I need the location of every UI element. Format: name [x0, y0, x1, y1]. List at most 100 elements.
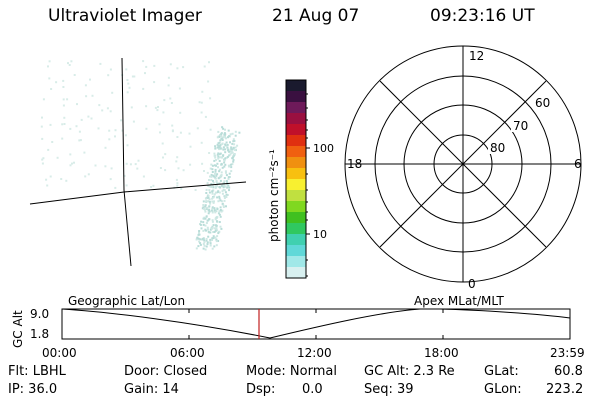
- emission-pixel: [221, 166, 224, 169]
- emission-pixel: [132, 120, 135, 123]
- emission-pixel: [49, 175, 52, 178]
- emission-pixel: [176, 136, 179, 138]
- colorbar-minor-ticks: [306, 93, 308, 277]
- emission-pixel: [211, 211, 214, 214]
- emission-pixel: [208, 185, 211, 188]
- emission-pixel: [94, 164, 97, 167]
- emission-pixel: [224, 148, 227, 151]
- emission-pixel: [196, 236, 199, 239]
- emission-pixel: [167, 84, 170, 87]
- mlt-label-18: 18: [347, 157, 362, 171]
- emission-pixel: [62, 104, 65, 107]
- emission-pixel: [223, 189, 226, 192]
- emission-pixel: [42, 98, 45, 101]
- emission-pixel: [114, 129, 117, 132]
- emission-pixel: [211, 168, 214, 171]
- emission-pixel: [218, 182, 221, 185]
- emission-pixel: [208, 231, 211, 234]
- colorbar-segment: [286, 179, 306, 191]
- emission-pixel: [204, 224, 207, 227]
- emission-pixel: [51, 141, 54, 143]
- emission-pixel: [90, 117, 93, 120]
- emission-pixel: [189, 145, 192, 148]
- emission-pixel: [197, 245, 200, 248]
- emission-pixel: [56, 156, 59, 159]
- geographic-latitude-line: [29, 181, 247, 205]
- emission-pixel: [48, 60, 51, 63]
- emission-pixel: [221, 192, 224, 195]
- emission-pixel: [229, 176, 231, 178]
- emission-pixel: [121, 129, 124, 132]
- emission-pixel: [210, 183, 213, 185]
- emission-pixel: [41, 158, 44, 161]
- lat-label-bg-60: [533, 96, 553, 109]
- emission-pixel: [214, 236, 217, 239]
- emission-pixel: [206, 182, 209, 185]
- emission-pixel: [234, 146, 237, 149]
- emission-pixel: [220, 156, 223, 159]
- emission-pixel: [218, 168, 221, 171]
- instrument-title: Ultraviolet Imager: [48, 6, 202, 26]
- emission-pixel: [133, 75, 136, 78]
- timeline-xtick-0600: 06:00: [170, 346, 205, 360]
- emission-pixel: [199, 243, 202, 246]
- emission-pixel: [230, 148, 233, 151]
- lat-label-bg-70: [511, 119, 531, 132]
- emission-pixel: [228, 154, 231, 157]
- emission-pixel: [223, 180, 226, 183]
- glon-value: 223.2: [546, 382, 584, 397]
- emission-pixel: [211, 206, 214, 209]
- emission-pixel: [222, 127, 225, 130]
- orbit-timeline: Geographic Lat/Lon Apex MLat/MLT GC Alt …: [11, 294, 585, 360]
- emission-pixel: [202, 200, 205, 203]
- emission-pixel: [125, 162, 128, 165]
- emission-pixel: [225, 174, 228, 177]
- emission-pixel: [230, 163, 233, 166]
- emission-pixel: [231, 156, 234, 159]
- emission-pixel: [107, 74, 110, 77]
- emission-pixel: [221, 126, 224, 129]
- emission-pixel: [209, 175, 211, 178]
- emission-pixel: [177, 167, 180, 170]
- emission-pixel: [87, 173, 90, 176]
- emission-pixel: [210, 163, 213, 166]
- emission-pixel: [189, 163, 192, 166]
- emission-pixel: [220, 137, 223, 140]
- emission-pixel: [222, 136, 225, 139]
- emission-pixel: [70, 60, 73, 63]
- emission-pixel: [214, 177, 217, 180]
- emission-pixel: [204, 115, 207, 118]
- emission-pixel: [182, 66, 185, 69]
- emission-pixel: [208, 210, 211, 213]
- emission-pixel: [214, 185, 217, 188]
- observation-date: 21 Aug 07: [272, 6, 360, 26]
- emission-pixel: [224, 195, 227, 198]
- emission-pixel: [98, 104, 101, 107]
- emission-pixel: [229, 141, 231, 144]
- emission-pixel: [162, 156, 164, 159]
- emission-pixel: [231, 132, 234, 135]
- glat-label: GLat:: [484, 364, 519, 379]
- gain-status: Gain: 14: [124, 382, 179, 397]
- emission-pixel: [108, 129, 111, 132]
- geographic-meridian-line: [121, 57, 132, 267]
- emission-pixel: [209, 128, 212, 131]
- emission-pixel: [231, 148, 234, 151]
- emission-pixel: [233, 153, 236, 155]
- emission-pixel: [221, 142, 224, 145]
- emission-pixel: [226, 146, 229, 149]
- emission-pixel: [215, 244, 218, 247]
- emission-pixel: [228, 150, 231, 153]
- timeline-right-label: Apex MLat/MLT: [414, 294, 504, 308]
- colorbar-segment: [286, 201, 306, 213]
- emission-pixel: [227, 129, 230, 132]
- emission-pixel: [214, 229, 217, 232]
- emission-pixel: [207, 196, 210, 199]
- emission-pixel: [209, 202, 212, 205]
- emission-pixel: [207, 194, 210, 197]
- emission-pixel: [49, 123, 52, 126]
- emission-pixel: [207, 212, 210, 215]
- emission-pixel: [203, 216, 206, 219]
- emission-pixel: [109, 110, 112, 113]
- emission-pixel: [220, 200, 223, 203]
